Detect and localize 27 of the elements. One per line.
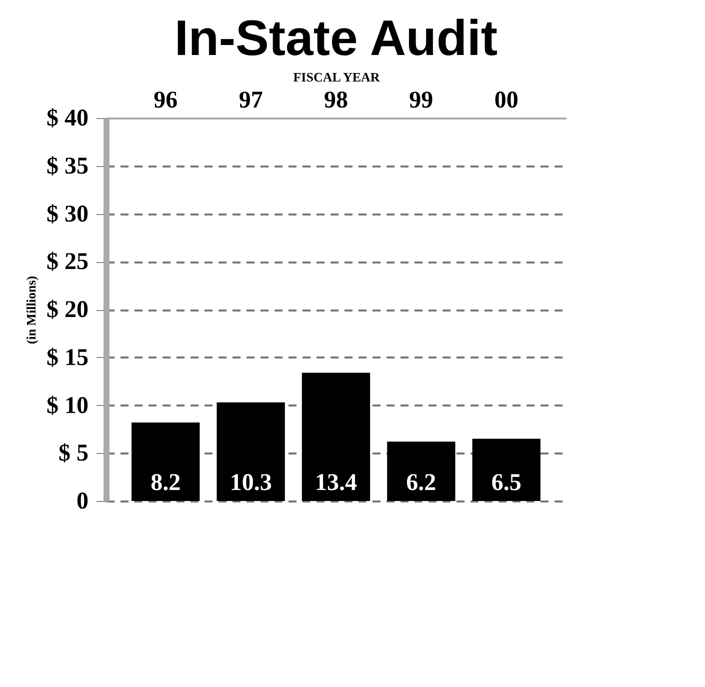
x-tick-label: 97 (238, 88, 263, 114)
x-tick-label: 98 (324, 88, 348, 114)
y-tick-label: $ 20 (46, 297, 88, 323)
y-tick-label: $ 30 (46, 201, 88, 228)
data-label: 13.4 (315, 470, 357, 496)
bar (132, 422, 200, 501)
y-tick-label: $ 25 (46, 249, 88, 276)
x-tick-label: 99 (409, 88, 434, 114)
y-tick-label: $ 10 (46, 392, 88, 419)
y-tick-label: $ 35 (46, 153, 88, 180)
y-axis-title: (in Millions) (24, 276, 38, 344)
bar (472, 438, 540, 501)
data-label: 6.2 (406, 470, 436, 496)
y-tick-label: $ 40 (46, 106, 88, 132)
bar (302, 372, 370, 501)
data-label: 8.2 (150, 470, 181, 496)
bar (387, 442, 456, 501)
y-tick-label: 0 (76, 488, 88, 514)
y-tick-label: $ 5 (58, 440, 88, 467)
x-tick-label: 96 (154, 88, 178, 114)
data-label: 10.3 (230, 470, 272, 496)
chart-title: In-State Audit (174, 10, 498, 66)
x-tick-label: 00 (494, 88, 518, 114)
data-label: 6.5 (491, 470, 522, 496)
y-tick-label: $ 15 (46, 344, 88, 371)
bar (216, 402, 285, 501)
x-axis-title: FISCAL YEAR (293, 70, 380, 84)
